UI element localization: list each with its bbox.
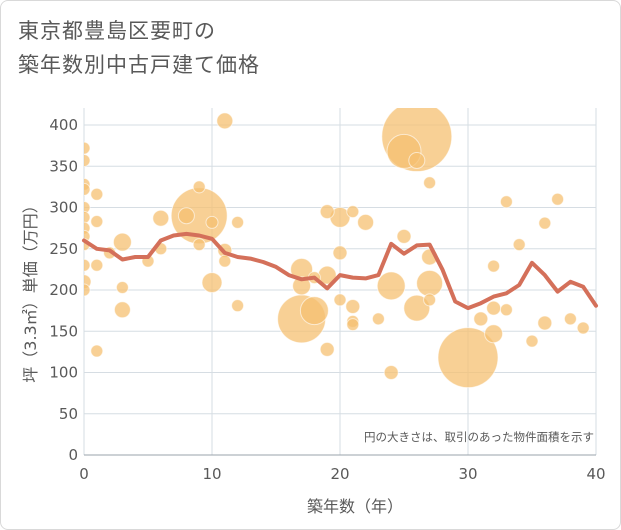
x-tick-label: 30 bbox=[458, 465, 477, 483]
bubble-point bbox=[403, 294, 431, 322]
bubble-point bbox=[231, 215, 245, 229]
bubble-point bbox=[292, 276, 312, 296]
y-tick-label: 400 bbox=[49, 116, 78, 134]
bubble-point bbox=[333, 293, 347, 307]
chart-title-line1: 東京都豊島区要町の bbox=[18, 19, 216, 43]
bubble-point bbox=[437, 327, 499, 389]
bubble-point bbox=[512, 238, 526, 252]
bubble-point bbox=[192, 238, 206, 252]
x-tick-label: 10 bbox=[202, 465, 221, 483]
bubble-point bbox=[90, 187, 104, 201]
x-tick-label: 40 bbox=[586, 465, 605, 483]
bubble-point bbox=[525, 334, 539, 348]
bubble-point bbox=[563, 312, 577, 326]
y-tick-label: 200 bbox=[49, 281, 78, 299]
bubble-point bbox=[499, 303, 513, 317]
bubble-point bbox=[396, 228, 412, 244]
y-tick-label: 100 bbox=[49, 364, 78, 382]
bubble-point bbox=[90, 258, 104, 272]
y-tick-label: 350 bbox=[49, 157, 78, 175]
x-tick-label: 20 bbox=[330, 465, 349, 483]
bubble-point bbox=[376, 271, 406, 301]
bubble-point bbox=[231, 299, 245, 313]
grid bbox=[83, 108, 597, 455]
y-axis-title: 坪（3.3㎡）単価（万円） bbox=[21, 197, 40, 382]
bubble-point bbox=[357, 213, 375, 231]
bubble-point bbox=[177, 207, 195, 225]
bubble-point bbox=[218, 254, 232, 268]
bubble-point bbox=[112, 232, 132, 252]
bubble-point bbox=[416, 269, 444, 297]
bubble-point bbox=[576, 321, 590, 335]
bubble-point bbox=[84, 141, 91, 155]
bubble-point bbox=[152, 209, 170, 227]
bubble-point bbox=[216, 112, 234, 130]
bubble-point bbox=[84, 283, 91, 297]
bubble-point bbox=[551, 192, 565, 206]
bubble-point bbox=[346, 318, 360, 332]
bubble-point bbox=[538, 216, 552, 230]
x-axis-title: 築年数（年） bbox=[307, 497, 403, 516]
y-tick-label: 150 bbox=[49, 322, 78, 340]
bubble-point bbox=[319, 204, 335, 220]
y-tick-label: 0 bbox=[68, 446, 78, 464]
bubble-point bbox=[499, 195, 513, 209]
bubble-point bbox=[84, 210, 91, 224]
bubble-point bbox=[423, 176, 437, 190]
chart-title-line2: 築年数別中古戸建て価格 bbox=[18, 53, 260, 77]
y-tick-label: 250 bbox=[49, 240, 78, 258]
bubble-point bbox=[115, 281, 129, 295]
bubble-point bbox=[345, 299, 361, 314]
bubble-point bbox=[383, 365, 399, 380]
bubble-point bbox=[473, 311, 489, 327]
bubble-point bbox=[84, 201, 91, 214]
bubble-series bbox=[84, 108, 590, 389]
bubble-point bbox=[423, 293, 437, 307]
bubble-point bbox=[484, 324, 504, 344]
bubble-point bbox=[346, 205, 360, 219]
bubble-point bbox=[486, 300, 502, 316]
bubble-point bbox=[84, 182, 91, 196]
chart-title: 東京都豊島区要町の 築年数別中古戸建て価格 bbox=[18, 14, 260, 82]
bubble-point bbox=[332, 245, 348, 261]
y-tick-label: 50 bbox=[59, 405, 78, 423]
average-price-line bbox=[82, 231, 598, 311]
bubble-point bbox=[90, 215, 104, 229]
bubble-point bbox=[487, 259, 501, 273]
bubble-point bbox=[201, 272, 223, 294]
y-tick-label: 300 bbox=[49, 199, 78, 217]
bubble-point bbox=[299, 296, 329, 326]
bubble-point bbox=[84, 258, 91, 272]
bubble-point bbox=[113, 301, 131, 319]
bubble-point bbox=[84, 153, 91, 167]
bubble-point bbox=[537, 315, 553, 331]
trend-series bbox=[82, 231, 598, 311]
bubble-size-note: 円の大きさは、取引のあった物件面積を示す bbox=[364, 430, 594, 444]
bubble-point bbox=[192, 180, 206, 194]
x-tick-label: 0 bbox=[79, 465, 89, 483]
bubble-point bbox=[90, 344, 104, 358]
bubble-point bbox=[319, 341, 335, 357]
axes: 0 50 100 150 200 250 300 350 400 0 10 20 30 40 bbox=[49, 116, 605, 483]
bubble-point bbox=[408, 151, 426, 169]
bubble-point bbox=[371, 312, 385, 326]
bubble-point bbox=[205, 215, 219, 229]
